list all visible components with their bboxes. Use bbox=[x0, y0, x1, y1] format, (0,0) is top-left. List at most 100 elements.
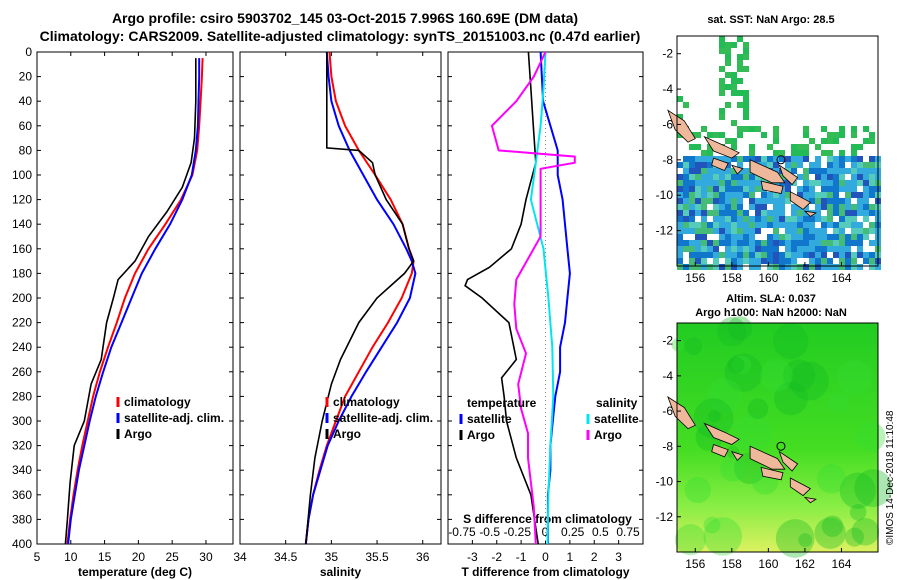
sst-cell bbox=[749, 126, 755, 132]
sst-cell bbox=[719, 198, 725, 204]
sst-cell bbox=[773, 240, 779, 246]
sst-cell bbox=[851, 180, 857, 186]
sst-cell bbox=[779, 264, 785, 270]
sst-cell bbox=[731, 144, 737, 150]
map-x-tick-label: 164 bbox=[831, 557, 851, 571]
map-y-tick-label: -8 bbox=[662, 439, 673, 453]
sst-cell bbox=[737, 180, 743, 186]
sst-cell bbox=[833, 204, 839, 210]
sst-cell bbox=[731, 258, 737, 264]
sst-cell bbox=[743, 90, 749, 96]
series-line-satellite-adj-clim- bbox=[67, 58, 201, 545]
sst-cell bbox=[827, 234, 833, 240]
sst-cell bbox=[851, 204, 857, 210]
sst-cell bbox=[743, 252, 749, 258]
sst-cell bbox=[803, 252, 809, 258]
sst-cell bbox=[857, 174, 863, 180]
sst-cell bbox=[809, 186, 815, 192]
sla-blob bbox=[727, 356, 745, 374]
sst-cell bbox=[683, 216, 689, 222]
sst-cell bbox=[701, 258, 707, 264]
sla-blob bbox=[724, 353, 763, 392]
sst-cell bbox=[719, 234, 725, 240]
sst-cell bbox=[845, 186, 851, 192]
sla-blob bbox=[674, 524, 706, 556]
sst-cell bbox=[833, 198, 839, 204]
sla-blob bbox=[720, 455, 746, 482]
sst-cell bbox=[677, 96, 683, 102]
sst-cell bbox=[725, 186, 731, 192]
sst-cell bbox=[707, 156, 713, 162]
sst-cell bbox=[851, 168, 857, 174]
sst-cell bbox=[809, 258, 815, 264]
sst-cell bbox=[827, 216, 833, 222]
sst-cell bbox=[773, 228, 779, 234]
sst-cell bbox=[851, 132, 857, 138]
sla-blob bbox=[671, 338, 685, 352]
sst-cell bbox=[785, 258, 791, 264]
x-tick-label: 2 bbox=[591, 550, 598, 564]
y-tick-label: 80 bbox=[19, 143, 33, 157]
sla-map-title-1: Altim. SLA: 0.037 bbox=[726, 293, 816, 305]
sst-cell bbox=[719, 186, 725, 192]
sst-cell bbox=[833, 192, 839, 198]
sst-cell bbox=[749, 180, 755, 186]
sst-cell bbox=[869, 180, 875, 186]
map-y-tick-label: -6 bbox=[662, 404, 673, 418]
sst-cell bbox=[827, 138, 833, 144]
sst-cell bbox=[809, 138, 815, 144]
sst-cell bbox=[869, 156, 875, 162]
island bbox=[749, 445, 786, 470]
y-tick-label: 380 bbox=[12, 512, 32, 526]
sst-cell bbox=[833, 174, 839, 180]
sst-cell bbox=[779, 216, 785, 222]
sst-cell bbox=[725, 84, 731, 90]
sst-cell bbox=[701, 222, 707, 228]
sst-cell bbox=[713, 210, 719, 216]
sst-cell bbox=[839, 126, 845, 132]
sst-cell bbox=[827, 156, 833, 162]
sst-cell bbox=[707, 168, 713, 174]
sla-blob bbox=[789, 361, 829, 401]
sst-cell bbox=[731, 72, 737, 78]
sst-cell bbox=[779, 240, 785, 246]
sst-cell bbox=[839, 246, 845, 252]
sst-cell bbox=[695, 198, 701, 204]
sla-blob bbox=[836, 359, 872, 395]
sst-cell bbox=[725, 246, 731, 252]
sst-cell bbox=[737, 246, 743, 252]
sst-cell bbox=[779, 222, 785, 228]
sst-cell bbox=[839, 174, 845, 180]
sst-cell bbox=[791, 144, 797, 150]
sst-cell bbox=[725, 216, 731, 222]
sst-cell bbox=[815, 156, 821, 162]
sst-cell bbox=[683, 198, 689, 204]
sst-cell bbox=[701, 264, 707, 270]
sst-cell bbox=[869, 204, 875, 210]
sst-cell bbox=[773, 222, 779, 228]
sst-cell bbox=[809, 240, 815, 246]
sst-cell bbox=[719, 168, 725, 174]
sst-cell bbox=[689, 144, 695, 150]
sst-cell bbox=[803, 246, 809, 252]
map-y-tick-label: -2 bbox=[662, 47, 673, 61]
sst-cell bbox=[767, 216, 773, 222]
sst-cell bbox=[749, 198, 755, 204]
sst-cell bbox=[797, 162, 803, 168]
series-line-argo bbox=[305, 52, 415, 545]
sst-cell bbox=[779, 156, 785, 162]
sst-cell bbox=[749, 150, 755, 156]
sst-cell bbox=[785, 216, 791, 222]
sst-cell bbox=[791, 228, 797, 234]
island bbox=[711, 443, 729, 458]
sst-cell bbox=[701, 204, 707, 210]
sst-cell bbox=[851, 192, 857, 198]
sst-cell bbox=[773, 252, 779, 258]
sst-cell bbox=[815, 168, 821, 174]
sst-cell bbox=[827, 150, 833, 156]
sst-cell bbox=[677, 204, 683, 210]
sst-cell bbox=[731, 186, 737, 192]
legend-entry: climatology bbox=[124, 395, 191, 409]
sst-cell bbox=[761, 132, 767, 138]
sst-cell bbox=[773, 150, 779, 156]
